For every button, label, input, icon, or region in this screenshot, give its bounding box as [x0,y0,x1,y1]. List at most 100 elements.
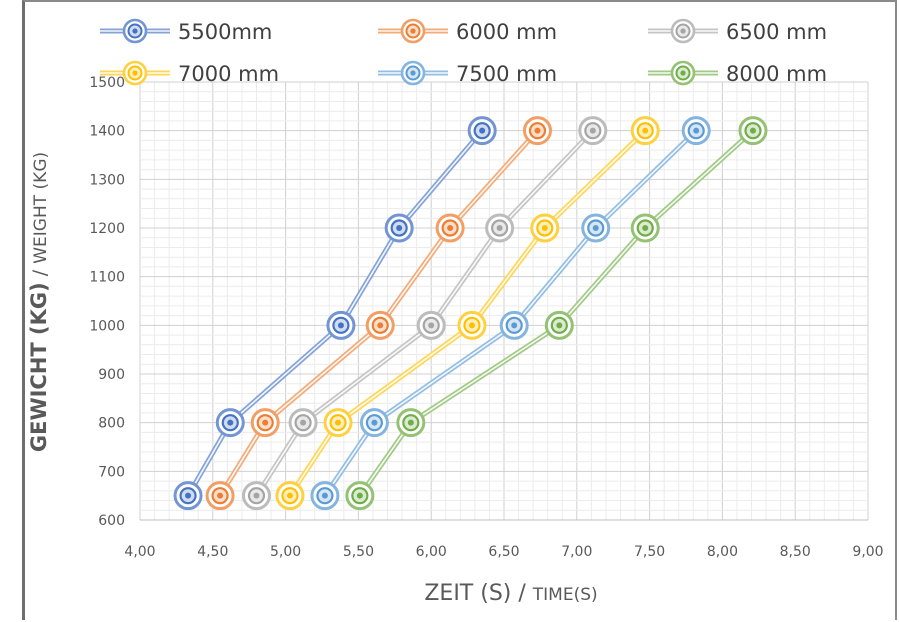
data-point [738,116,768,146]
data-point [288,408,318,438]
data-point [485,213,515,243]
y-tick-label: 1500 [89,75,125,91]
legend-label: 5500mm [178,20,272,44]
y-tick-label: 1200 [89,221,125,237]
series-7000-mm [275,116,660,511]
marker-dot [407,419,414,426]
x-tick-label: 5,50 [343,544,374,560]
data-point [435,213,465,243]
data-point [578,116,608,146]
marker-dot [749,127,756,134]
marker-dot [642,225,649,231]
marker-dot [356,492,363,499]
marker-dot [447,225,454,231]
marker-dot [185,492,192,499]
x-axis-title-main: ZEIT (S) [424,581,511,606]
marker-dot [335,419,342,426]
x-tick-label: 8,50 [780,544,811,560]
marker-dot [321,492,328,499]
legend-label: 8000 mm [726,62,827,86]
x-axis-title-sep: / [511,581,532,606]
y-tick-label: 1000 [89,318,125,334]
legend-label: 7500 mm [456,62,557,86]
marker-dot [693,127,700,134]
marker-dot [377,322,384,329]
series-6500-mm [241,116,608,511]
data-point [467,116,497,146]
legend: 5500mm 6000 mm 6500 mm 7000 mm 7500 mm 8000 m… [100,18,827,86]
grid [139,81,869,521]
legend-label: 6000 mm [456,20,557,44]
marker-dot [642,127,649,134]
y-tick-label: 1100 [89,270,125,286]
data-point [457,310,487,340]
legend-item: 8000 mm [648,60,827,86]
legend-marker-dot [132,70,138,76]
data-point [359,408,389,438]
legend-item: 5500mm [100,18,272,44]
series-7500-mm [310,116,711,511]
x-tick-label: 6,50 [488,544,519,560]
marker-dot [337,322,344,329]
marker-dot [534,127,541,134]
x-tick-label: 4,50 [197,544,228,560]
legend-marker-dot [680,70,686,76]
data-point [241,481,271,511]
series-6000-mm [205,116,552,511]
marker-dot [541,225,548,231]
y-tick-label: 600 [98,513,125,529]
marker-dot [300,419,307,426]
x-axis-title-sub: TIME(S) [532,585,598,605]
marker-dot [468,322,475,329]
x-tick-label: 7,50 [634,544,665,560]
series-layer [173,116,768,511]
legend-label: 7000 mm [178,62,279,86]
marker-dot [217,492,224,499]
data-point [581,213,611,243]
x-tick-label: 4,00 [124,544,155,560]
data-point [630,116,660,146]
marker-dot [286,492,293,499]
marker-dot [592,225,599,231]
legend-marker-dot [132,28,138,34]
series-8000-mm [345,116,768,511]
legend-marker-dot [410,28,416,34]
y-axis-title: GEWICHT (KG) / WEIGHT (KG) [27,152,51,452]
data-point [326,310,356,340]
legend-item: 7500 mm [378,60,557,86]
legend-marker-dot [680,28,686,34]
legend-label: 6500 mm [726,20,827,44]
marker-dot [556,322,563,329]
y-tick-label: 800 [98,416,125,432]
data-point [544,310,574,340]
y-axis-ticks: 600 700 800 900 1000 1100 1200 1300 1400 1500 [89,75,125,529]
y-axis-title-main: GEWICHT (KG) [27,282,51,452]
x-axis-ticks: 4,00 4,50 5,00 5,50 6,00 6,50 7,00 7,50 8,00 8,50… [124,544,883,560]
y-tick-label: 700 [98,464,125,480]
data-point [205,481,235,511]
marker-dot [227,419,234,426]
marker-dot [589,127,596,134]
marker-dot [428,322,435,329]
legend-marker-dot [410,70,416,76]
marker-dot [262,419,269,426]
x-tick-label: 5,00 [270,544,301,560]
data-point [630,213,660,243]
data-point [522,116,552,146]
y-tick-label: 900 [98,367,125,383]
series-5500mm [173,116,497,511]
marker-dot [479,127,486,134]
data-point [310,481,340,511]
marker-dot [496,225,503,231]
x-tick-label: 7,00 [561,544,592,560]
legend-item: 7000 mm [100,60,279,86]
marker-dot [371,419,378,426]
data-point [416,310,446,340]
data-point [323,408,353,438]
y-axis-title-sep: / [29,264,51,282]
y-tick-label: 1400 [89,124,125,140]
x-tick-label: 6,00 [416,544,447,560]
marker-dot [511,322,518,329]
x-tick-label: 8,00 [707,544,738,560]
y-tick-label: 1300 [89,172,125,188]
